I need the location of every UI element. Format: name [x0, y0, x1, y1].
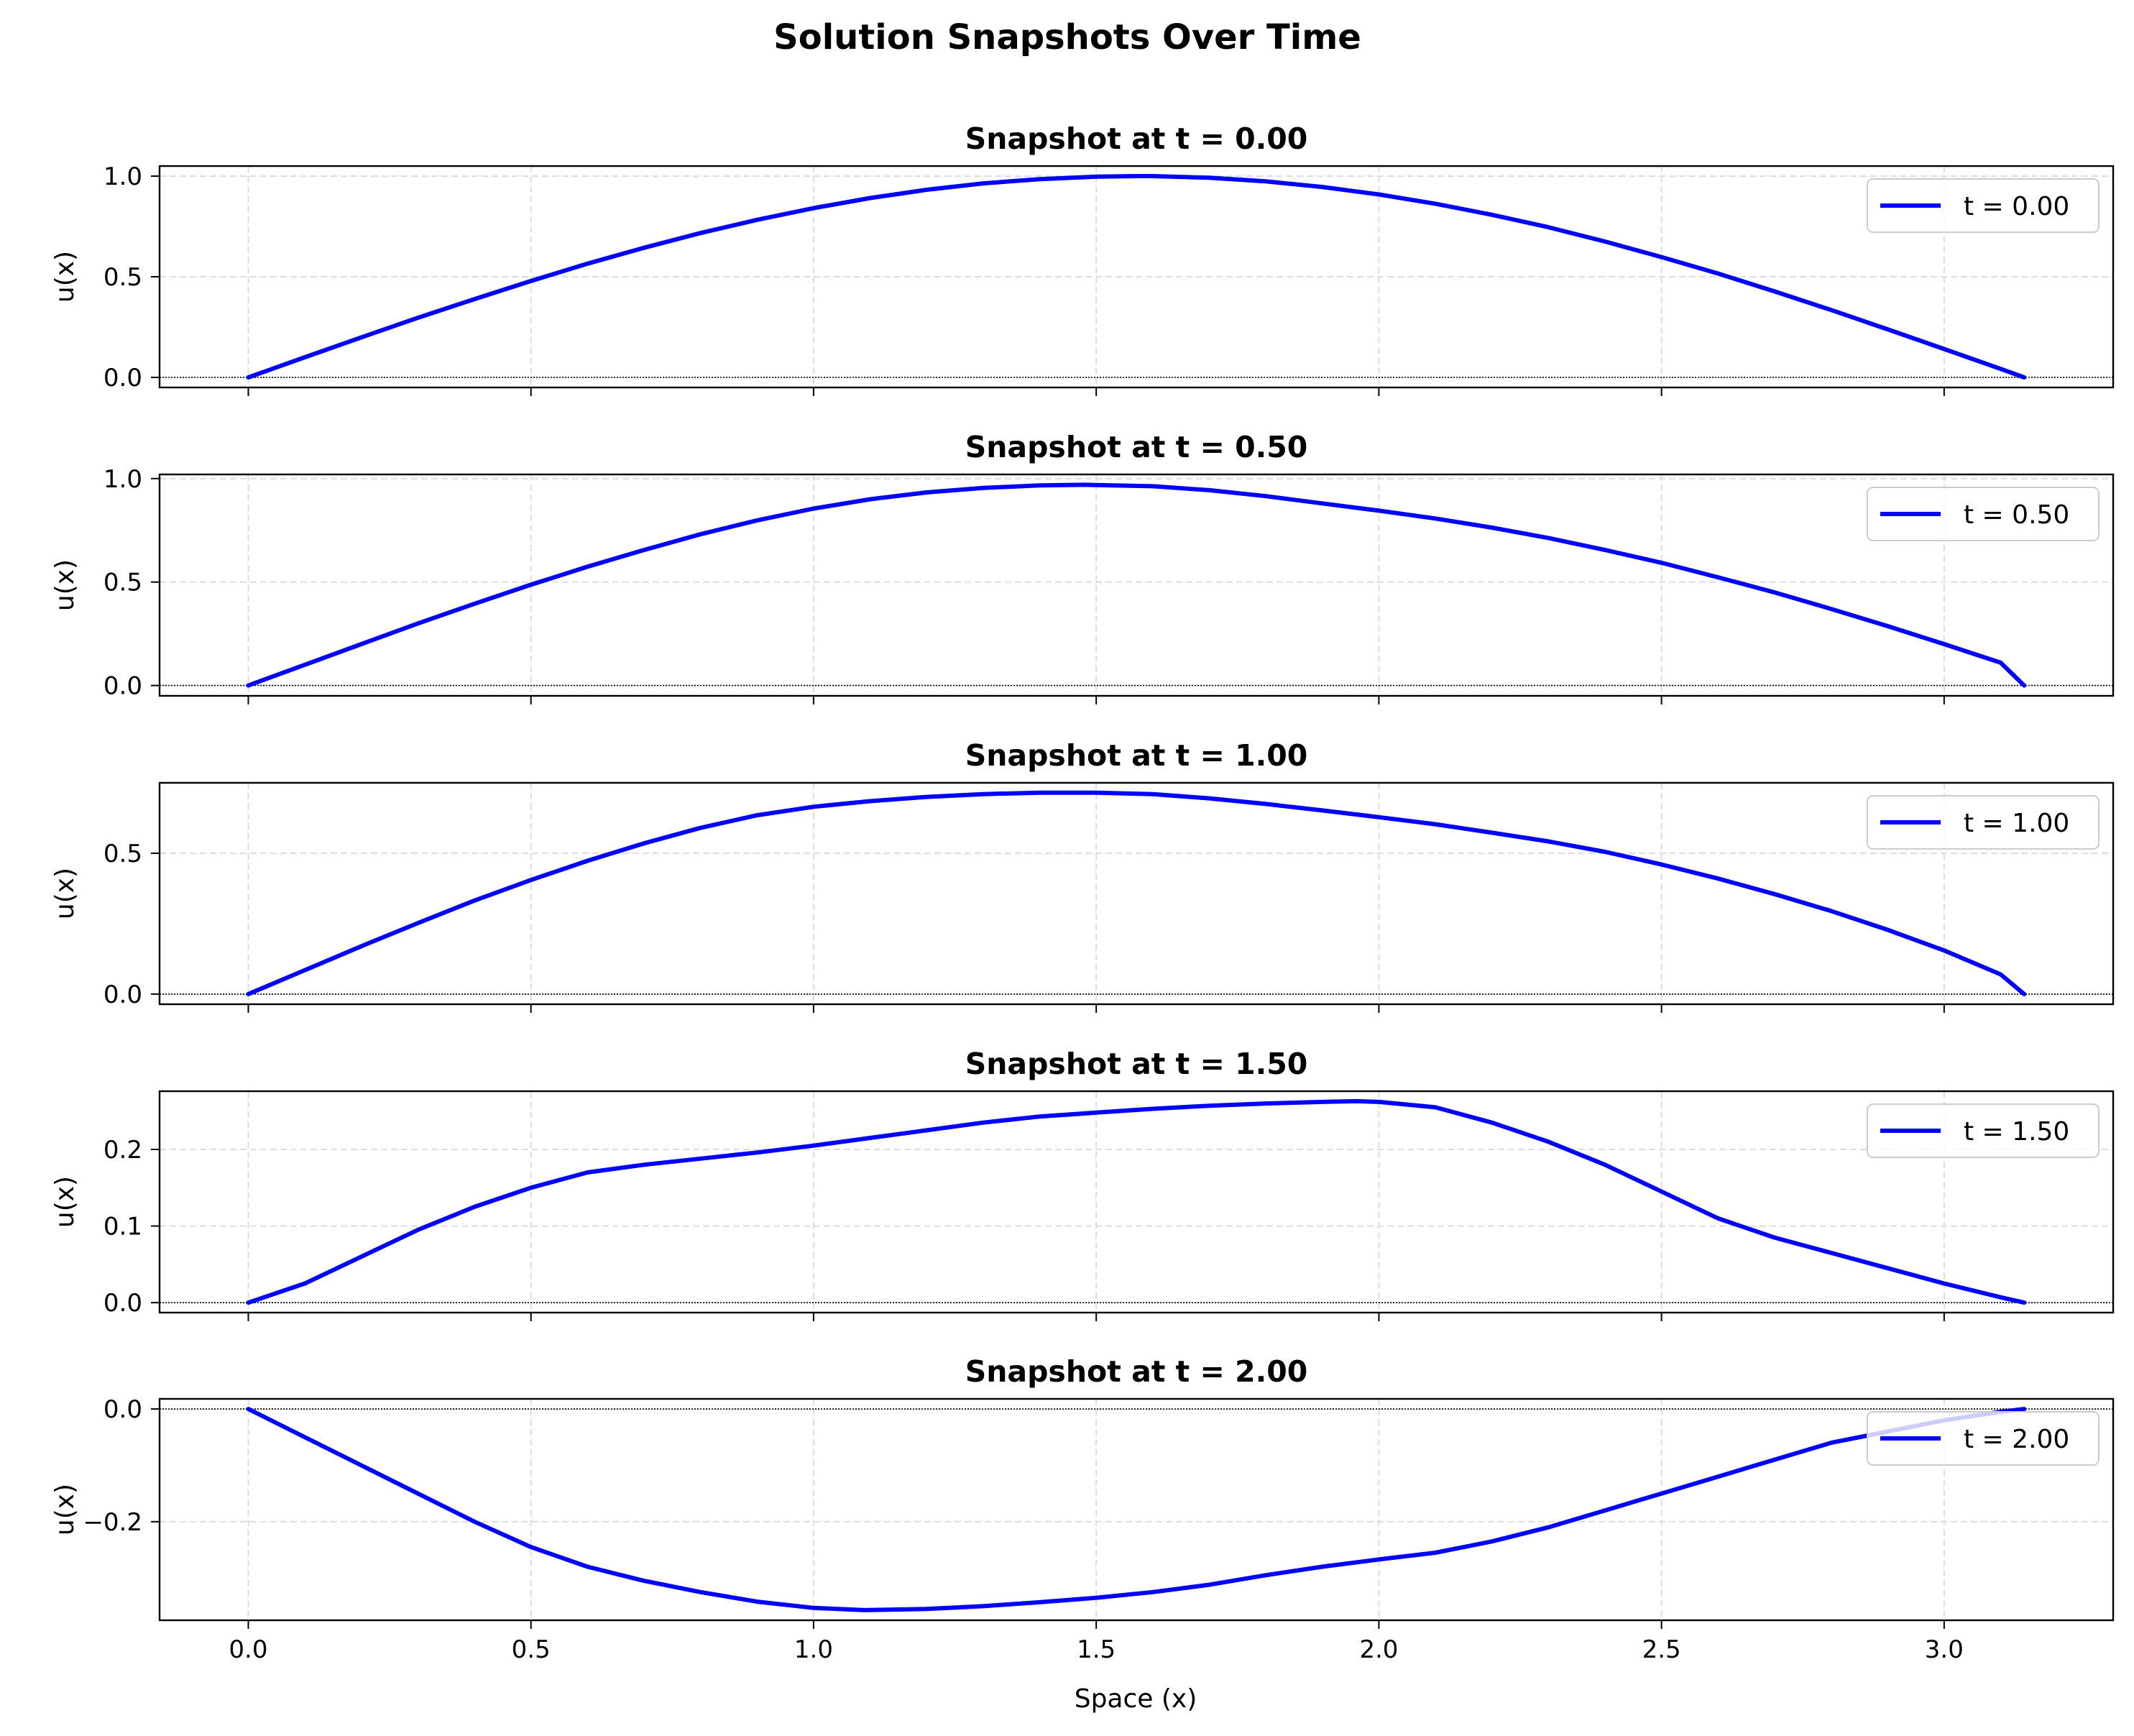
legend: t = 2.00 — [1867, 1411, 2099, 1466]
y-tick-label: 1.0 — [104, 465, 142, 494]
y-tick-label: 0.1 — [104, 1213, 142, 1241]
subplot-0: Snapshot at t = 0.00 t = 0.00 0.0 0.5 1.0 u(x… — [50, 121, 2115, 396]
legend: t = 1.00 — [1867, 795, 2099, 850]
series-line-0 — [246, 174, 2027, 380]
axes-frame — [158, 165, 2115, 389]
subplot-1: Snapshot at t = 0.50 t = 0.50 0.0 0.5 1.0 u(x… — [50, 430, 2115, 704]
x-tick-label: 3.0 — [1925, 1635, 1964, 1664]
x-tick-label: 1.0 — [794, 1635, 833, 1664]
subplot-2: Snapshot at t = 1.00 t = 1.00 0.0 0.5 u(x) — [50, 738, 2115, 1013]
series-line-0 — [246, 482, 2027, 688]
subplot-title: Snapshot at t = 1.50 — [965, 1047, 1308, 1081]
legend: t = 0.50 — [1867, 487, 2099, 541]
subplot-title: Snapshot at t = 2.00 — [965, 1354, 1308, 1389]
y-tick-label: 0.0 — [104, 980, 142, 1009]
legend-frame — [1867, 178, 2099, 233]
legend-frame — [1867, 795, 2099, 850]
legend: t = 1.50 — [1867, 1103, 2099, 1158]
y-tick-label: 0.0 — [104, 1395, 142, 1424]
subplot-title: Snapshot at t = 1.00 — [965, 738, 1308, 773]
axes-frame — [158, 781, 2115, 1006]
subplot-4: Snapshot at t = 2.00 t = 2.00 0.0 −0.2 0.0 0.… — [50, 1354, 2115, 1664]
y-tick-label: 0.0 — [104, 364, 142, 392]
y-axis-label: u(x) — [50, 868, 80, 919]
x-tick-label: 0.0 — [229, 1635, 267, 1664]
legend-frame — [1867, 1103, 2099, 1158]
y-tick-label: 1.0 — [104, 162, 142, 191]
y-tick-label: 0.5 — [104, 263, 142, 292]
y-axis-label: u(x) — [50, 1176, 80, 1228]
x-tick-label: 1.5 — [1077, 1635, 1116, 1664]
y-tick-label: 0.0 — [104, 1289, 142, 1318]
y-axis-label: u(x) — [50, 1484, 80, 1535]
x-tick-label: 0.5 — [512, 1635, 551, 1664]
axes-frame — [158, 1397, 2115, 1622]
subplot-title: Snapshot at t = 0.50 — [965, 430, 1308, 464]
legend-label: t = 2.00 — [1964, 1425, 2069, 1454]
y-tick-label: 0.2 — [104, 1136, 142, 1165]
legend: t = 0.00 — [1867, 178, 2099, 233]
legend-frame — [1867, 1411, 2099, 1466]
subplot-title: Snapshot at t = 0.00 — [965, 121, 1308, 156]
legend-label: t = 0.50 — [1964, 500, 2069, 530]
legend-label: t = 0.00 — [1964, 192, 2069, 221]
subplots: Snapshot at t = 0.00 t = 0.00 0.0 0.5 1.0 u(x… — [50, 121, 2115, 1664]
series-line-0 — [246, 1098, 2027, 1305]
x-axis-label: Space (x) — [1075, 1684, 1197, 1714]
y-tick-label: −0.2 — [83, 1508, 142, 1537]
y-axis-label: u(x) — [50, 251, 80, 303]
series-line-0 — [246, 1407, 2027, 1612]
subplot-3: Snapshot at t = 1.50 t = 1.50 0.0 0.1 0.2 u(x… — [50, 1047, 2115, 1321]
axes-frame — [158, 1090, 2115, 1314]
series-line-0 — [246, 790, 2027, 996]
y-tick-label: 0.5 — [104, 569, 142, 597]
y-axis-label: u(x) — [50, 559, 80, 611]
axes-frame — [158, 473, 2115, 697]
legend-label: t = 1.50 — [1964, 1117, 2069, 1147]
y-tick-label: 0.5 — [104, 840, 142, 868]
y-tick-label: 0.0 — [104, 672, 142, 701]
x-tick-label: 2.0 — [1359, 1635, 1398, 1664]
legend-frame — [1867, 487, 2099, 541]
figure-title: Solution Snapshots Over Time — [773, 17, 1361, 58]
x-tick-label: 2.5 — [1642, 1635, 1681, 1664]
legend-label: t = 1.00 — [1964, 809, 2069, 838]
